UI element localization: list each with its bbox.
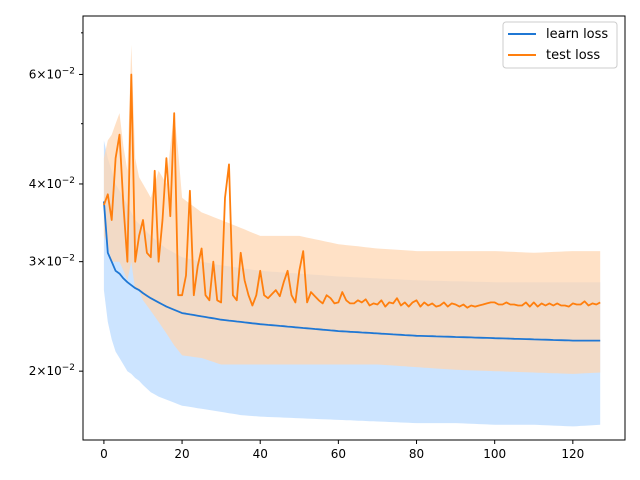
plot-area-frame [82,15,626,441]
x-tick-label: 120 [561,447,584,461]
x-tick-label: 60 [331,447,346,461]
x-tick-label: 80 [409,447,424,461]
series-lines [103,73,601,342]
x-tick-label: 100 [483,447,506,461]
y-tick-label: 6×10−2 [29,66,75,81]
line-learn-loss [103,201,601,342]
x-tick-label: 0 [100,447,108,461]
x-tick-label: 20 [174,447,189,461]
y-tick-label: 3×10−2 [29,254,75,269]
legend: learn loss test loss [502,21,618,69]
y-tick-label: 4×10−2 [29,176,75,191]
y-tick-label: 2×10−2 [29,363,75,378]
legend-label-test: test loss [546,48,600,63]
x-tick-label: 40 [253,447,268,461]
y-axis: 2×10−2 3×10−2 4×10−2 6×10−2 [29,32,83,378]
confidence-bands [103,44,601,427]
legend-label-learn: learn loss [546,27,608,42]
line-test-loss [103,73,601,309]
band-test [103,44,601,374]
x-axis: 0 20 40 60 80 100 120 [100,440,584,461]
